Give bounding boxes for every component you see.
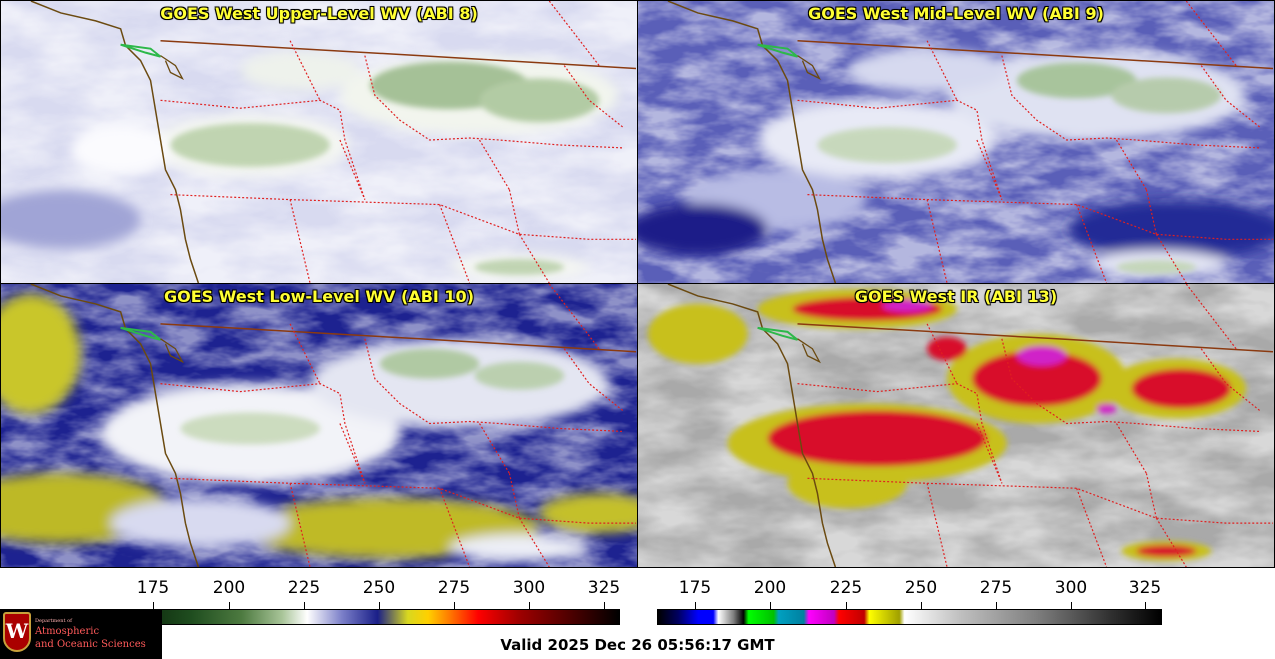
wv-colorbar-labels: 175 200 225 250 275 300 325 <box>0 578 640 600</box>
aos-logo: W Department of Atmospheric and Oceanic … <box>0 609 162 659</box>
wv-tick-label: 175 <box>136 578 170 598</box>
logo-line1: Atmospheric <box>35 626 100 637</box>
wv-tick-label: 325 <box>587 578 621 598</box>
low-level-wv-panel: GOES West Low-Level WV (ABI 10) <box>0 283 638 568</box>
upper-level-wv-image <box>1 1 637 283</box>
wv-tick-mark <box>529 602 530 609</box>
panel-title: GOES West IR (ABI 13) <box>854 287 1058 306</box>
ir-colorbar <box>657 609 1162 625</box>
low-level-wv-image <box>1 284 637 567</box>
wv-tick-mark <box>229 602 230 609</box>
wv-tick-label: 250 <box>362 578 396 598</box>
wv-tick-mark <box>604 602 605 609</box>
upper-level-wv-panel: GOES West Upper-Level WV (ABI 8) <box>0 0 638 284</box>
ir-colorbar-labels: 175 200 225 250 275 300 325 <box>0 578 1275 600</box>
mid-level-wv-panel: GOES West Mid-Level WV (ABI 9) <box>637 0 1275 284</box>
ir-tick-label: 200 <box>753 578 787 598</box>
wv-tick-label: 225 <box>287 578 321 598</box>
panel-title: GOES West Upper-Level WV (ABI 8) <box>160 4 478 23</box>
ir-tick-mark <box>1071 602 1072 609</box>
ir-tick-label: 275 <box>979 578 1013 598</box>
ir-tick-label: 225 <box>829 578 863 598</box>
wv-tick-mark <box>379 602 380 609</box>
wv-tick-label: 275 <box>437 578 471 598</box>
ir-tick-mark <box>846 602 847 609</box>
logo-line2: and Oceanic Sciences <box>35 639 146 650</box>
valid-time: Valid 2025 Dec 26 05:56:17 GMT <box>500 636 775 654</box>
ir-tick-label: 250 <box>904 578 938 598</box>
ir-tick-label: 325 <box>1128 578 1162 598</box>
panel-title: GOES West Mid-Level WV (ABI 9) <box>808 4 1104 23</box>
uw-crest-icon: W <box>3 612 31 652</box>
wv-tick-label: 300 <box>512 578 546 598</box>
wv-tick-mark <box>454 602 455 609</box>
wv-tick-label: 200 <box>212 578 246 598</box>
ir-tick-mark <box>695 602 696 609</box>
ir-panel: GOES West IR (ABI 13) <box>637 283 1275 568</box>
ir-tick-label: 300 <box>1054 578 1088 598</box>
mid-level-wv-image <box>638 1 1274 283</box>
ir-tick-mark <box>996 602 997 609</box>
wv-tick-mark <box>153 602 154 609</box>
wv-tick-mark <box>304 602 305 609</box>
logo-department: Department of <box>35 618 72 624</box>
ir-image <box>638 284 1274 567</box>
ir-tick-label: 175 <box>678 578 712 598</box>
panel-title: GOES West Low-Level WV (ABI 10) <box>163 287 474 306</box>
wv-colorbar <box>115 609 620 625</box>
ir-tick-mark <box>1145 602 1146 609</box>
ir-tick-mark <box>921 602 922 609</box>
ir-tick-mark <box>770 602 771 609</box>
